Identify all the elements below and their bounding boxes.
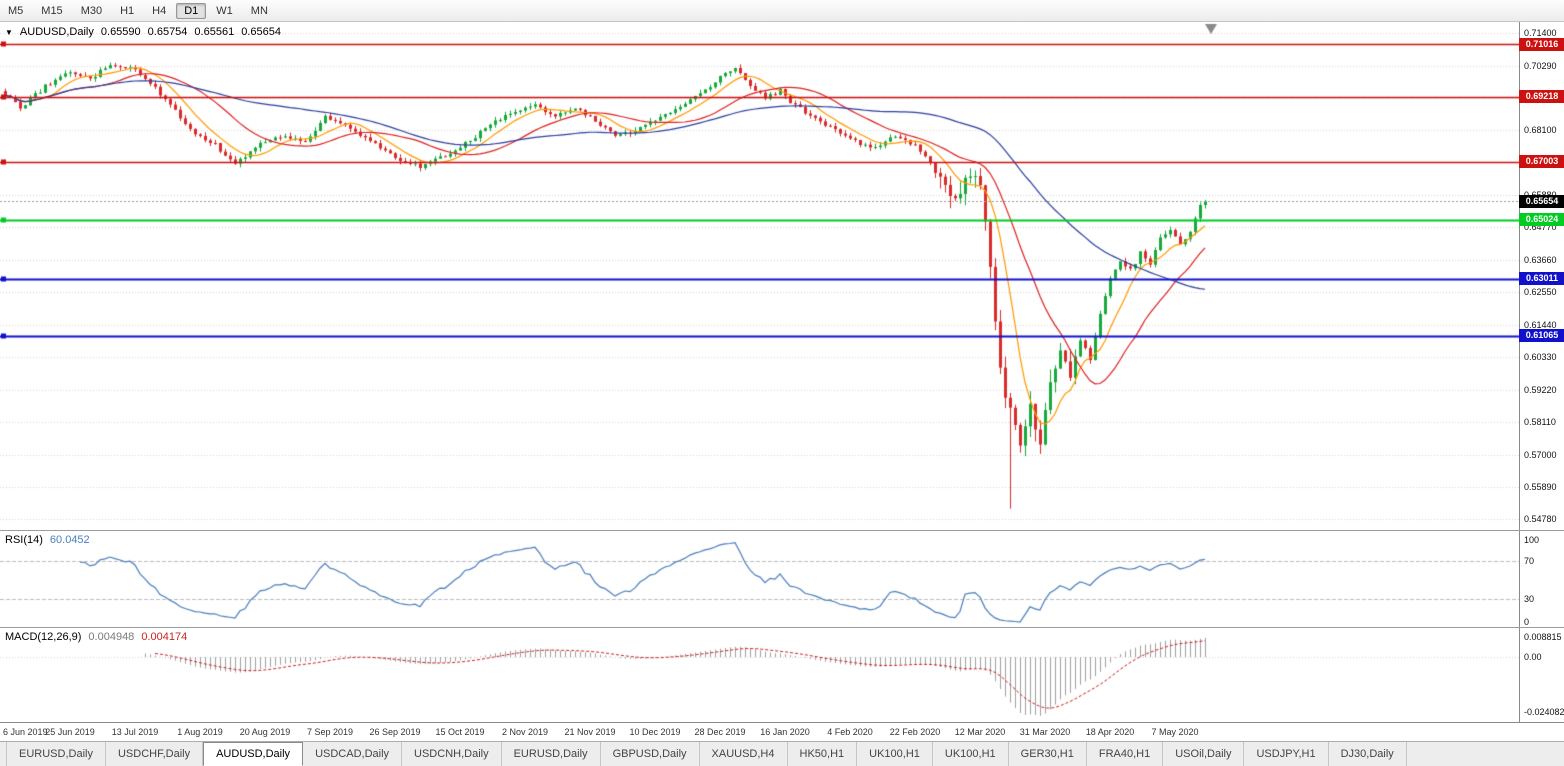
date-axis-label: 1 Aug 2019 [177, 727, 223, 737]
price-axis-tick: 0.71400 [1524, 28, 1557, 39]
price-axis-tick: 0.59220 [1524, 384, 1557, 395]
date-axis-label: 31 Mar 2020 [1019, 727, 1071, 737]
price-axis-tick: 0.64770 [1524, 222, 1557, 233]
date-axis-label: 20 Aug 2019 [239, 727, 291, 737]
chart-tab-2-audusd-daily[interactable]: AUDUSD,Daily [203, 742, 304, 766]
date-axis-label: 16 Jan 2020 [760, 727, 810, 737]
date-axis-label: 2 Nov 2019 [501, 727, 549, 737]
rsi-header: RSI(14) 60.0452 [5, 534, 90, 546]
price-axis-tick: 0.55890 [1524, 481, 1557, 492]
chart-title: ▼ AUDUSD,Daily 0.65590 0.65754 0.65561 0… [5, 26, 281, 38]
date-axis-label: 18 Apr 2020 [1085, 727, 1135, 737]
price-axis-tick: 0.70290 [1524, 60, 1557, 71]
ohlc-low: 0.65561 [194, 26, 235, 38]
price-line-tag: 0.63011 [1519, 272, 1564, 285]
rsi-value: 60.0452 [49, 534, 90, 546]
macd-signal-value: 0.004174 [141, 631, 188, 643]
chart-area: ▼ AUDUSD,Daily 0.65590 0.65754 0.65561 0… [0, 22, 1564, 722]
price-axis-tick: 0.54780 [1524, 514, 1557, 525]
panel-splitter-rsi[interactable] [0, 530, 1564, 531]
timeframe-button-w1[interactable]: W1 [216, 4, 233, 17]
price-axis-tick: 0.62550 [1524, 287, 1557, 298]
chart-tab-0-eurusd-daily[interactable]: EURUSD,Daily [6, 742, 106, 766]
rsi-axis-tick: 30 [1524, 593, 1535, 604]
price-line-tag: 0.71016 [1519, 38, 1564, 51]
macd-axis-tick: -0.024082 [1524, 707, 1564, 718]
chart-tab-12-fra40-h1[interactable]: FRA40,H1 [1087, 742, 1164, 766]
macd-axis-tick: 0.008815 [1524, 631, 1562, 642]
date-axis[interactable]: 6 Jun 2019 25 Jun 2019 13 Jul 2019 1 Aug 20… [0, 722, 1564, 741]
ohlc-open: 0.65590 [100, 26, 141, 38]
price-line-tag: 0.61065 [1519, 329, 1564, 342]
current-price-tag: 0.65654 [1519, 195, 1564, 208]
price-axis-tick: 0.57000 [1524, 449, 1557, 460]
rsi-label: RSI(14) [5, 534, 43, 546]
rsi-axis-tick: 100 [1524, 535, 1540, 545]
date-axis-label: 15 Oct 2019 [435, 727, 485, 737]
symbol-name: AUDUSD,Daily [19, 26, 94, 38]
panel-splitter-macd[interactable] [0, 627, 1564, 628]
rsi-axis-tick: 0 [1524, 617, 1530, 627]
date-axis-label: 21 Nov 2019 [564, 727, 616, 737]
price-line-tag: 0.65024 [1519, 213, 1564, 226]
chart-tab-14-usdjpy-h1[interactable]: USDJPY,H1 [1244, 742, 1329, 766]
date-axis-label: 13 Jul 2019 [111, 727, 159, 737]
timeframe-button-h4[interactable]: H4 [152, 4, 167, 17]
price-axis-tick: 0.61440 [1524, 319, 1557, 330]
timeframe-button-m5[interactable]: M5 [8, 4, 24, 17]
chart-tab-8-hk50-h1[interactable]: HK50,H1 [788, 742, 858, 766]
rsi-axis-tick: 70 [1524, 555, 1535, 566]
macd-axis-tick: 0.00 [1524, 652, 1542, 663]
chart-dropdown-icon[interactable]: ▼ [5, 27, 13, 37]
chart-canvas[interactable] [0, 22, 1519, 722]
price-line-tag: 0.67003 [1519, 155, 1564, 168]
chart-tab-9-uk100-h1[interactable]: UK100,H1 [857, 742, 933, 766]
chart-tab-15-dj30-daily[interactable]: DJ30,Daily [1329, 742, 1407, 766]
date-axis-label: 25 Jun 2019 [45, 727, 95, 737]
date-axis-label: 10 Dec 2019 [629, 727, 681, 737]
chart-tab-11-ger30-h1[interactable]: GER30,H1 [1009, 742, 1087, 766]
date-axis-label: 28 Dec 2019 [694, 727, 746, 737]
price-line-tag: 0.69218 [1519, 90, 1564, 103]
chart-tab-6-gbpusd-daily[interactable]: GBPUSD,Daily [601, 742, 700, 766]
timeframe-button-d1[interactable]: D1 [176, 2, 207, 19]
timeframe-button-mn[interactable]: MN [250, 4, 268, 17]
bottom-tab-bar: EURUSD,Daily USDCHF,Daily AUDUSD,Daily USDC… [0, 741, 1564, 766]
chart-tab-5-eurusd-daily[interactable]: EURUSD,Daily [502, 742, 601, 766]
date-axis-label: 6 Jun 2019 [3, 727, 48, 737]
ohlc-high: 0.65754 [147, 26, 188, 38]
timeframe-button-m15[interactable]: M15 [41, 4, 63, 17]
chart-tab-7-xauusd-h4[interactable]: XAUUSD,H4 [700, 742, 788, 766]
timeframe-button-m30[interactable]: M30 [80, 4, 103, 17]
macd-header: MACD(12,26,9) 0.004948 0.004174 [5, 631, 187, 643]
date-axis-label: 4 Feb 2020 [827, 727, 873, 737]
macd-label: MACD(12,26,9) [5, 631, 82, 643]
date-axis-label: 26 Sep 2019 [369, 727, 421, 737]
date-axis-label: 22 Feb 2020 [889, 727, 941, 737]
price-axis[interactable]: 0.714000.702900.691800.681000.669900.658… [1519, 22, 1564, 722]
chart-tab-13-usoil-daily[interactable]: USOil,Daily [1163, 742, 1245, 766]
price-axis-tick: 0.63660 [1524, 254, 1557, 265]
timeframe-button-h1[interactable]: H1 [120, 4, 135, 17]
price-axis-tick: 0.68100 [1524, 124, 1557, 135]
date-axis-label: 7 Sep 2019 [306, 727, 354, 737]
chart-tab-10-uk100-h1[interactable]: UK100,H1 [933, 742, 1009, 766]
price-axis-tick: 0.60330 [1524, 352, 1557, 363]
chart-tab-1-usdchf-daily[interactable]: USDCHF,Daily [106, 742, 204, 766]
macd-main-value: 0.004948 [88, 631, 135, 643]
price-axis-tick: 0.58110 [1524, 417, 1556, 428]
ohlc-close: 0.65654 [241, 26, 281, 38]
chart-tab-3-usdcad-daily[interactable]: USDCAD,Daily [303, 742, 403, 766]
date-axis-label: 12 Mar 2020 [954, 727, 1006, 737]
price-axis-tick: 0.65880 [1524, 190, 1557, 200]
chart-tab-4-usdcnh-daily[interactable]: USDCNH,Daily [402, 742, 502, 766]
date-axis-label: 7 May 2020 [1151, 727, 1199, 737]
timeframe-toolbar[interactable]: M5 M15 M30 H1 H4 D1 W1 MN [0, 0, 1564, 22]
